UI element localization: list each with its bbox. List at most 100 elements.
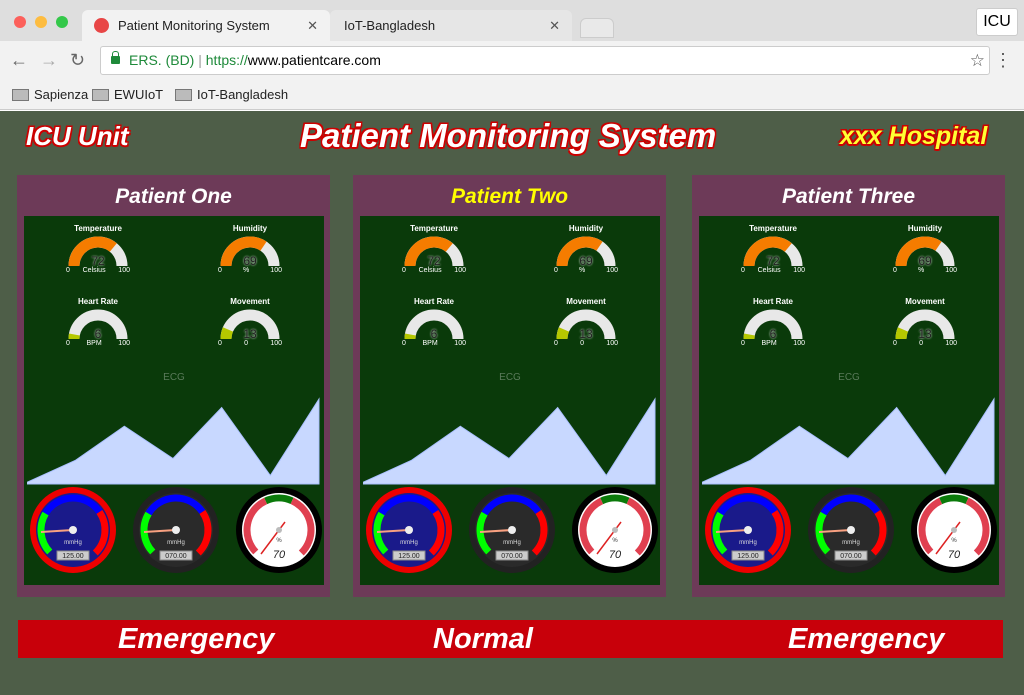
dial-readout: 70 bbox=[273, 549, 286, 561]
dial-readout: 125.00 bbox=[737, 553, 759, 560]
dial-readout: 70 bbox=[948, 549, 961, 561]
forward-icon[interactable]: → bbox=[40, 50, 58, 70]
gauge-movement: Movement 13 0 0 100 bbox=[546, 297, 626, 347]
gauge-label: Heart Rate bbox=[752, 297, 793, 306]
site-identity: ERS. (BD) bbox=[129, 52, 195, 68]
menu-icon[interactable]: ⋮ bbox=[994, 50, 1012, 70]
gauge-unit: % bbox=[917, 267, 925, 274]
pressure-dial: mmHg 070.00 bbox=[469, 487, 555, 573]
patient-name: Patient Three bbox=[781, 185, 916, 208]
bookmark-sapienza[interactable]: Sapienza bbox=[12, 87, 88, 102]
dial-needle bbox=[143, 529, 177, 533]
close-tab-icon[interactable]: ✕ bbox=[307, 18, 318, 33]
dial-readout: 70 bbox=[609, 549, 622, 561]
patient-panel: Patient One Temperature 72 0 Celsius 100 H… bbox=[17, 175, 330, 597]
gauge-heart-rate: Heart Rate 6 0 BPM 100 bbox=[733, 297, 813, 347]
gauge-max: 100 bbox=[945, 340, 957, 347]
favicon-icon bbox=[94, 18, 109, 33]
dial-unit: mmHg bbox=[64, 540, 82, 546]
gauge-value: 69 bbox=[918, 254, 932, 268]
ecg-chart bbox=[702, 397, 995, 485]
dial-unit: % bbox=[951, 538, 957, 544]
tab-iot-bangladesh[interactable]: IoT-Bangladesh ✕ bbox=[330, 10, 572, 41]
close-tab-icon[interactable]: ✕ bbox=[549, 18, 560, 33]
pressure-dial: % 70 bbox=[236, 487, 322, 573]
gauge-track bbox=[556, 309, 616, 340]
gauge-fill bbox=[68, 236, 117, 267]
gauge-humidity: Humidity 69 0% 100 bbox=[546, 224, 626, 274]
patient-panel: Patient Three Temperature 72 0 Celsius 100… bbox=[692, 175, 1005, 597]
address-bar[interactable]: ERS. (BD) | https://www.patientcare.com … bbox=[100, 46, 990, 75]
profile-button[interactable]: ICU bbox=[976, 8, 1018, 36]
gauge-heart-rate: Heart Rate 6 0 BPM 100 bbox=[58, 297, 138, 347]
back-icon[interactable]: ← bbox=[10, 50, 28, 70]
dial-readout: 070.00 bbox=[501, 553, 523, 560]
maximize-window-button[interactable] bbox=[56, 16, 68, 28]
dial-needle bbox=[935, 529, 955, 555]
dial-readout: 070.00 bbox=[840, 553, 862, 560]
gauge-min: 0 bbox=[741, 340, 745, 347]
gauge-label: Humidity bbox=[907, 224, 943, 233]
gauge-min: 0 bbox=[893, 267, 897, 274]
gauge-label: Heart Rate bbox=[77, 297, 118, 306]
gauge-min: 0 bbox=[218, 267, 222, 274]
status-patient-one: Emergency bbox=[118, 623, 275, 655]
gauge-value: 13 bbox=[579, 327, 593, 341]
gauge-unit: BPM bbox=[86, 340, 102, 347]
dial-readout: 070.00 bbox=[165, 553, 187, 560]
gauge-fill bbox=[743, 236, 792, 267]
ecg-label: ECG bbox=[838, 372, 860, 383]
reload-icon[interactable]: ↻ bbox=[70, 50, 86, 70]
bookmark-iot-bangladesh[interactable]: IoT-Bangladesh bbox=[175, 87, 288, 102]
gauge-min: 0 bbox=[66, 340, 70, 347]
ecg-waveform bbox=[702, 397, 995, 485]
gauge-label: Temperature bbox=[749, 224, 797, 233]
gauge-min: 0 bbox=[66, 267, 70, 274]
pressure-dial: mmHg 125.00 bbox=[30, 487, 116, 573]
gauge-unit: Celsius bbox=[418, 267, 442, 274]
ecg-waveform bbox=[363, 397, 656, 485]
gauge-max: 100 bbox=[454, 340, 466, 347]
gauge-unit: BPM bbox=[761, 340, 777, 347]
gauge-unit: Celsius bbox=[757, 267, 781, 274]
dial-unit: mmHg bbox=[167, 540, 185, 546]
bookmark-ewuiot[interactable]: EWUIoT bbox=[92, 87, 163, 102]
pressure-dial: mmHg 125.00 bbox=[366, 487, 452, 573]
ecg-chart bbox=[363, 397, 656, 485]
gauge-unit: 0 bbox=[580, 340, 585, 347]
dial-unit: mmHg bbox=[842, 540, 860, 546]
gauge-label: Movement bbox=[230, 297, 270, 306]
patient-monitor: Temperature 72 0 Celsius 100 Humidity 69 0… bbox=[24, 216, 324, 585]
close-window-button[interactable] bbox=[14, 16, 26, 28]
lock-icon bbox=[111, 51, 120, 64]
new-tab-button[interactable] bbox=[580, 18, 614, 38]
gauge-movement: Movement 13 0 0 100 bbox=[885, 297, 965, 347]
minimize-window-button[interactable] bbox=[35, 16, 47, 28]
gauge-unit: Celsius bbox=[82, 267, 106, 274]
dial-needle bbox=[479, 529, 513, 533]
gauge-min: 0 bbox=[218, 340, 222, 347]
gauge-unit: % bbox=[578, 267, 586, 274]
gauge-value: 13 bbox=[918, 327, 932, 341]
bookmark-star-icon[interactable]: ☆ bbox=[969, 51, 985, 70]
gauge-max: 100 bbox=[606, 340, 618, 347]
gauge-humidity: Humidity 69 0% 100 bbox=[885, 224, 965, 274]
gauge-fill bbox=[895, 236, 942, 267]
tab-patient-monitoring[interactable]: Patient Monitoring System ✕ bbox=[82, 10, 330, 41]
gauge-label: Movement bbox=[566, 297, 606, 306]
dial-needle bbox=[260, 529, 280, 555]
gauge-max: 100 bbox=[118, 267, 130, 274]
gauge-label: Humidity bbox=[232, 224, 268, 233]
gauge-track bbox=[68, 309, 128, 340]
status-patient-three: Emergency bbox=[788, 623, 945, 655]
dial-readout: 125.00 bbox=[62, 553, 84, 560]
gauge-label: Movement bbox=[905, 297, 945, 306]
gauge-track bbox=[404, 309, 464, 340]
patient-name: Patient Two bbox=[450, 185, 569, 208]
url-scheme: https:// bbox=[205, 52, 248, 68]
ecg-chart bbox=[27, 397, 320, 485]
folder-icon bbox=[175, 89, 192, 101]
gauge-value: 13 bbox=[243, 327, 257, 341]
dashboard: ICU Unit Patient Monitoring System xxx H… bbox=[0, 111, 1024, 695]
dial-readout: 125.00 bbox=[398, 553, 420, 560]
